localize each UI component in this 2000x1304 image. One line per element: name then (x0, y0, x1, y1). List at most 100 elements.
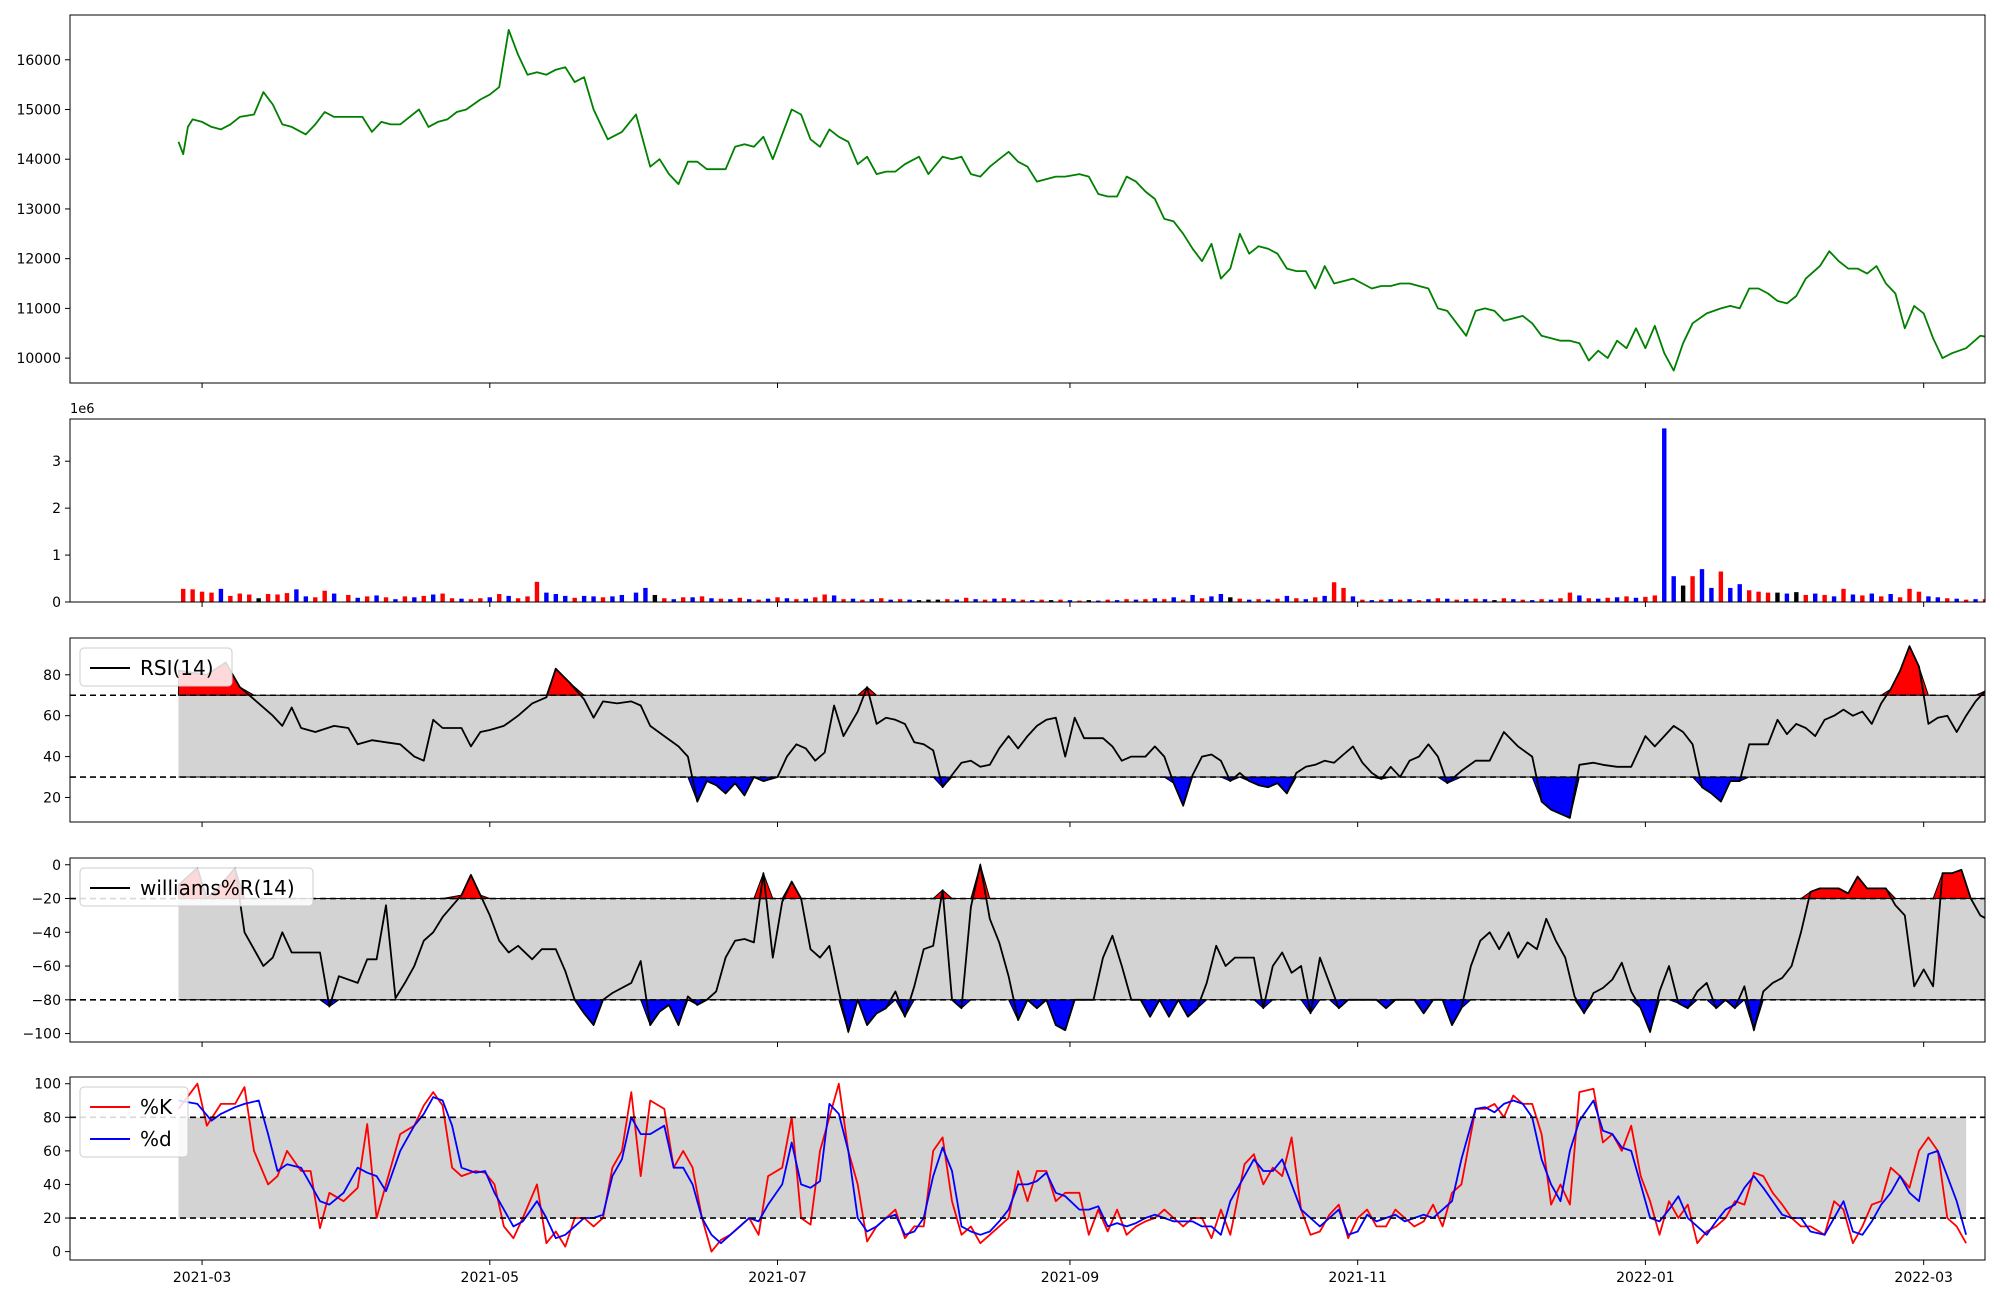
x-tick-label: 2021-09 (1041, 1270, 1100, 1286)
volume-bar (1294, 598, 1298, 602)
volume-bar (247, 594, 251, 602)
volume-bar (1643, 597, 1647, 602)
volume-bar (1775, 593, 1779, 602)
volume-bar (1756, 592, 1760, 602)
volume-bar (964, 598, 968, 602)
volume-bar (1653, 595, 1657, 602)
volume-bar (1502, 598, 1506, 602)
y-tick-label: 80 (43, 1110, 61, 1126)
volume-bar (1209, 596, 1213, 602)
volume-bar (1671, 576, 1675, 602)
volume-bar (738, 598, 742, 602)
volume-bar (1851, 594, 1855, 602)
volume-bar (700, 596, 704, 602)
volume-bar (1747, 590, 1751, 602)
y-tick-label: 1 (52, 548, 61, 564)
volume-bar (1436, 598, 1440, 602)
y-tick-label: −60 (31, 959, 61, 975)
legend-label: %d (140, 1127, 172, 1151)
volume-bar (365, 596, 369, 602)
volume-bar (1700, 569, 1704, 602)
volume-bar (1907, 589, 1911, 602)
volume-bar (1322, 596, 1326, 602)
volume-bar (643, 588, 647, 602)
volume-bar (238, 594, 242, 602)
volume-bar (506, 596, 510, 602)
volume-bar (1690, 576, 1694, 602)
y-tick-label: 15000 (16, 102, 61, 118)
volume-bar (1709, 588, 1713, 602)
volume-bar (228, 596, 232, 602)
volume-bar (1870, 594, 1874, 602)
volume-bar (332, 594, 336, 602)
volume-bar (822, 594, 826, 602)
volume-bar (1728, 588, 1732, 602)
volume-bar (879, 598, 883, 602)
y-tick-label: 14000 (16, 152, 61, 168)
volume-bar (488, 597, 492, 602)
volume-bar (200, 592, 204, 602)
volume-bar (1898, 597, 1902, 602)
volume-bar (1228, 597, 1232, 602)
volume-bar (572, 598, 576, 602)
volume-bar (266, 594, 270, 602)
volume-bar (1190, 595, 1194, 602)
volume-bar (1200, 598, 1204, 602)
volume-bar (1813, 594, 1817, 602)
volume-bar (1351, 596, 1355, 602)
volume-bar (662, 598, 666, 602)
volume-bar (1860, 595, 1864, 602)
x-tick-label: 2021-05 (461, 1270, 520, 1286)
volume-bar (1879, 596, 1883, 602)
legend: williams%R(14) (80, 868, 313, 906)
volume-bar (374, 595, 378, 602)
y-tick-label: 40 (43, 750, 61, 766)
volume-bar (1605, 598, 1609, 602)
volume-bar (1615, 597, 1619, 602)
volume-bar (1568, 593, 1572, 602)
volume-bar (1804, 595, 1808, 602)
volume-bar (403, 596, 407, 602)
volume-bar (497, 594, 501, 602)
volume-bar (181, 589, 185, 602)
volume-bar (1719, 572, 1723, 603)
volume-bar (323, 591, 327, 602)
y-tick-label: 100 (34, 1077, 61, 1093)
volume-bar (209, 593, 213, 602)
volume-bar (1936, 597, 1940, 602)
volume-bar (516, 598, 520, 602)
volume-bar (304, 596, 308, 602)
volume-bar (1785, 594, 1789, 602)
volume-bar (440, 594, 444, 602)
volume-bar (1172, 597, 1176, 602)
y-tick-label: 60 (43, 709, 61, 725)
y-tick-label: 40 (43, 1177, 61, 1193)
volume-bar (1926, 596, 1930, 602)
y-tick-label: −40 (31, 925, 61, 941)
volume-bar (610, 596, 614, 602)
x-tick-label: 2021-11 (1328, 1270, 1387, 1286)
volume-bar (832, 595, 836, 602)
volume-bar (775, 597, 779, 602)
volume-bar (563, 596, 567, 602)
axis-offset-label: 1e6 (70, 402, 95, 417)
volume-bar (1888, 594, 1892, 602)
volume-bar (681, 597, 685, 602)
y-tick-label: 60 (43, 1144, 61, 1160)
volume-bar (384, 597, 388, 602)
legend-label: williams%R(14) (140, 876, 295, 900)
volume-bar (554, 594, 558, 602)
volume-bar (313, 597, 317, 602)
volume-bar (431, 594, 435, 602)
x-tick-label: 2021-07 (748, 1270, 807, 1286)
volume-bar (1841, 589, 1845, 602)
volume-bar (412, 597, 416, 602)
legend-label: RSI(14) (140, 656, 214, 680)
y-tick-label: 2 (52, 501, 61, 517)
legend-label: %K (140, 1095, 173, 1119)
y-tick-label: 16000 (16, 53, 61, 69)
y-tick-label: 20 (43, 790, 61, 806)
volume-bar (1341, 588, 1345, 602)
